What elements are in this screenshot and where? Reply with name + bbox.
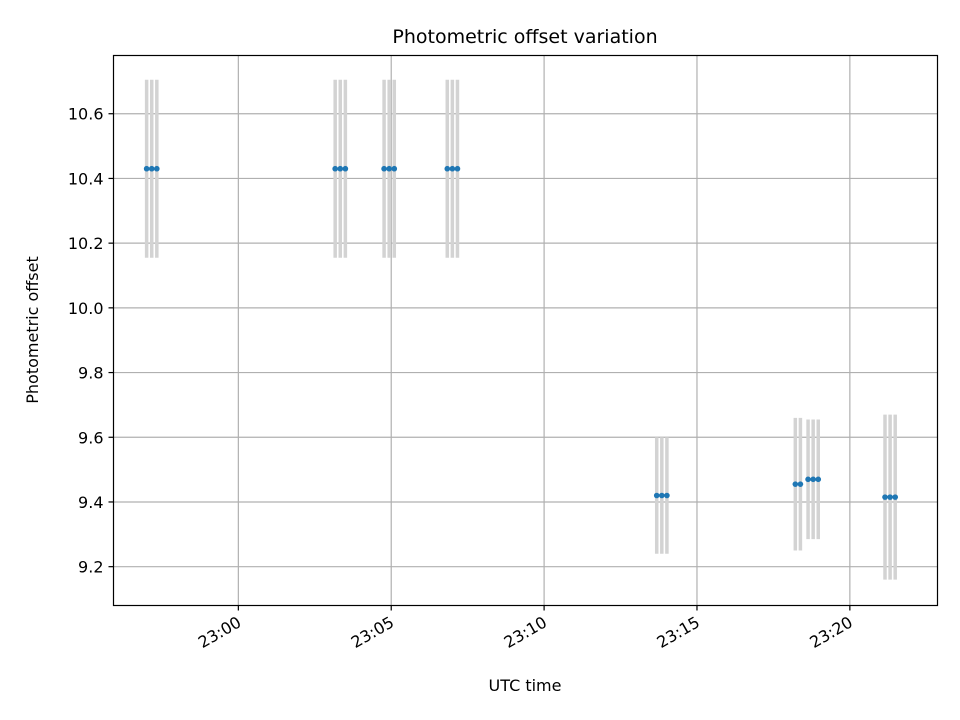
data-point — [381, 165, 387, 172]
data-point — [454, 165, 461, 172]
x-axis-label: UTC time — [489, 676, 562, 695]
data-point — [386, 165, 392, 172]
point-layer — [143, 165, 899, 500]
data-point — [882, 494, 888, 500]
chart-title: Photometric offset variation — [392, 26, 657, 48]
data-point — [444, 165, 451, 172]
y-tick-label: 9.6 — [78, 428, 103, 447]
y-tick-label: 9.8 — [78, 364, 103, 383]
y-tick-label: 9.4 — [78, 493, 103, 512]
data-point — [659, 492, 665, 499]
data-point — [797, 481, 804, 487]
data-point — [815, 476, 822, 483]
y-tick-label: 10.6 — [68, 105, 104, 124]
data-point — [887, 494, 893, 500]
data-point — [143, 165, 150, 172]
y-tick-label: 10.0 — [68, 299, 104, 318]
data-point — [892, 494, 899, 500]
data-point — [653, 492, 660, 499]
data-point — [337, 165, 344, 172]
data-point — [391, 165, 398, 172]
plot-frame — [112, 54, 939, 607]
data-point — [792, 481, 799, 487]
data-point — [342, 165, 349, 172]
y-tick-label: 10.2 — [68, 234, 104, 253]
data-point — [449, 165, 456, 172]
data-point — [332, 165, 338, 172]
data-point — [810, 476, 816, 483]
data-point — [148, 165, 155, 172]
y-tick-label: 10.4 — [68, 169, 104, 188]
y-tick-label: 9.2 — [78, 558, 103, 577]
data-point — [664, 492, 670, 499]
data-point — [805, 476, 811, 483]
data-point — [154, 165, 160, 172]
y-axis-label: Photometric offset — [23, 256, 42, 404]
grid-layer — [113, 55, 938, 606]
